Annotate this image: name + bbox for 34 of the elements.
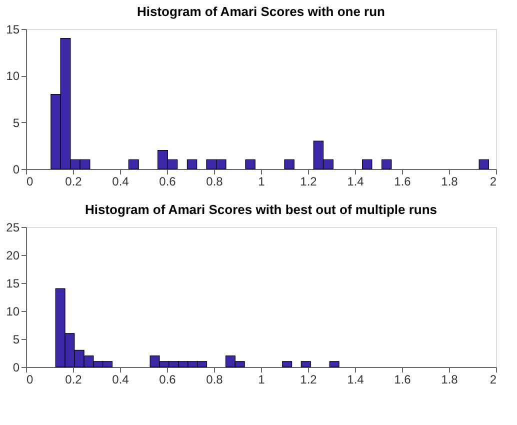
y-tick-label: 10 (6, 69, 20, 84)
x-tick-label: 1 (258, 174, 266, 188)
y-tick-label: 25 (6, 220, 20, 234)
x-tick-label: 1.2 (300, 174, 318, 188)
y-tick-label: 15 (6, 22, 20, 36)
y-tick-label: 0 (12, 162, 20, 176)
x-tick-label: 2 (490, 372, 497, 386)
x-tick-label: 0.6 (159, 372, 176, 386)
x-tick-label: 0 (26, 372, 34, 386)
x-tick-label: 0.2 (65, 174, 82, 188)
x-tick-label: 1.4 (347, 174, 364, 188)
x-tick-label: 0.6 (159, 174, 176, 188)
x-tick-label: 0.8 (206, 372, 224, 386)
chart-title: Histogram of Amari Scores with best out of multiple runs (84, 202, 438, 217)
y-tick-label: 20 (6, 248, 20, 262)
x-tick-label: 1.8 (441, 174, 458, 188)
y-tick-label: 5 (12, 332, 20, 346)
x-tick-label: 0 (26, 174, 34, 188)
y-tick-label: 10 (6, 304, 20, 318)
chart-title: Histogram of Amari Scores with one run (136, 4, 386, 19)
x-tick-label: 0.4 (112, 174, 130, 188)
x-tick-label: 0.8 (206, 174, 224, 188)
x-tick-label: 2 (490, 174, 497, 188)
x-tick-label: 1.6 (394, 174, 412, 188)
x-tick-label: 1.8 (441, 372, 458, 386)
x-tick-label: 1.4 (347, 372, 364, 386)
y-tick-label: 0 (12, 360, 20, 374)
y-tick-label: 15 (6, 276, 20, 290)
x-tick-label: 0.4 (112, 372, 130, 386)
x-tick-label: 1.2 (300, 372, 318, 386)
x-tick-label: 0.2 (65, 372, 82, 386)
x-tick-label: 1 (258, 372, 266, 386)
y-tick-label: 5 (12, 116, 20, 130)
x-tick-label: 1.6 (394, 372, 412, 386)
